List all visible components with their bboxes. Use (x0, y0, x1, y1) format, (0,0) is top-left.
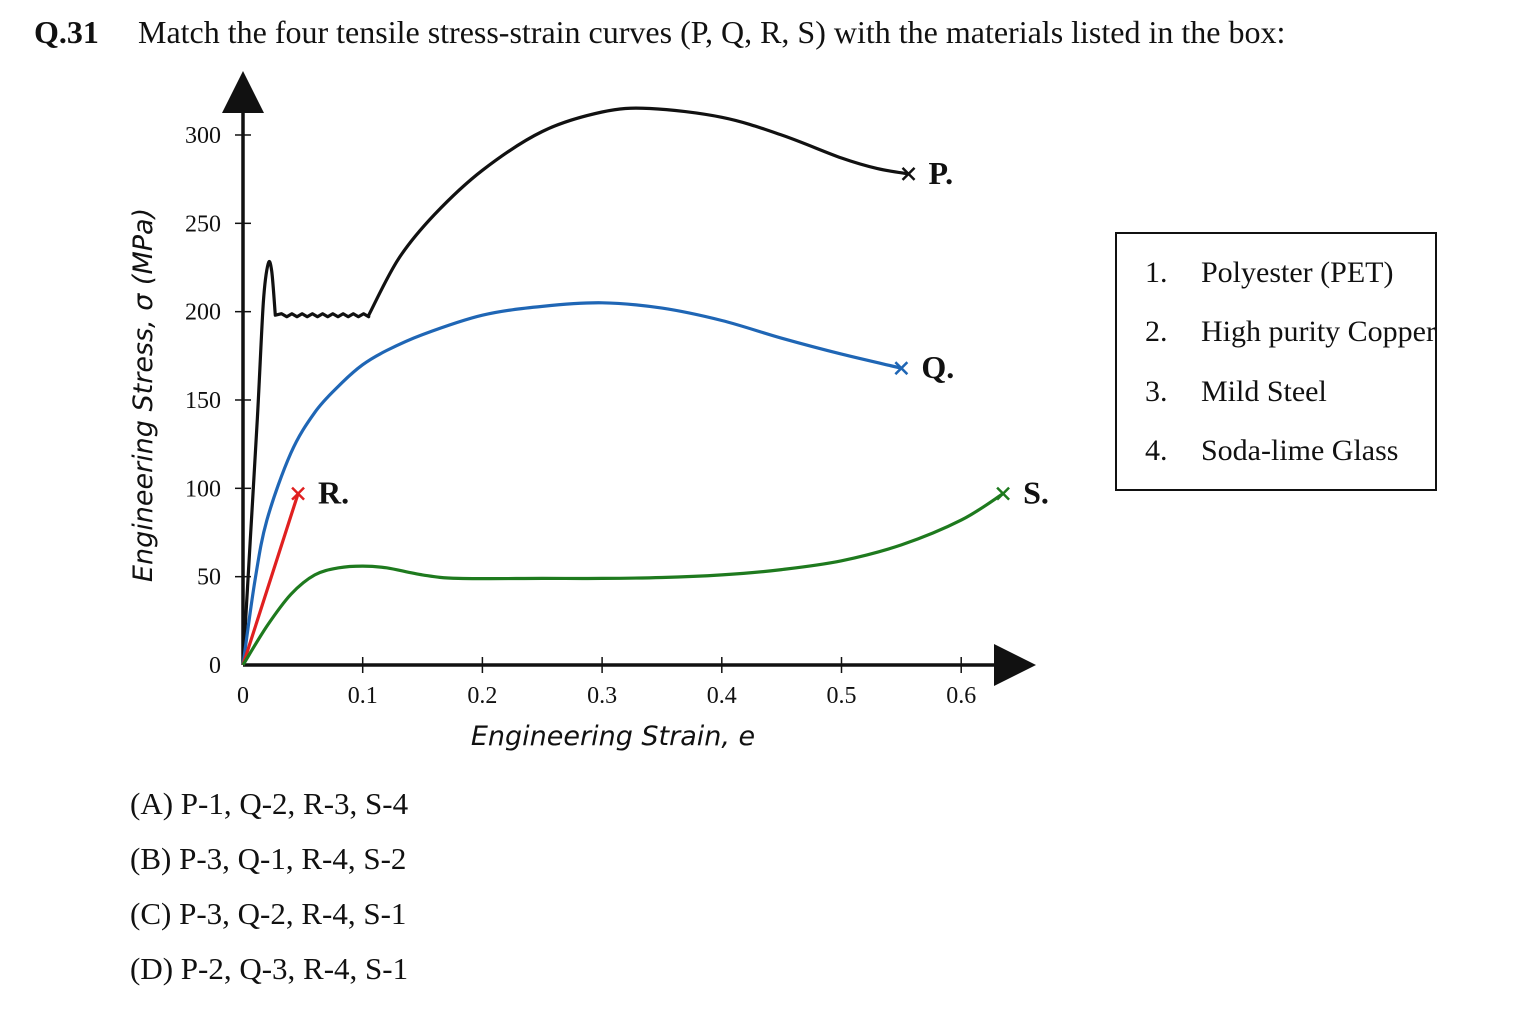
question-number: Q.31 (34, 14, 99, 50)
material-name: Soda-lime Glass (1201, 434, 1399, 467)
materials-box (1115, 232, 1437, 491)
curve-p (241, 106, 909, 666)
curve-s (241, 492, 1004, 666)
curve-r (241, 493, 300, 666)
curve-q (241, 301, 902, 666)
material-name: High purity Copper (1201, 315, 1436, 348)
chart-axes: 0 0.1 0.2 0.3 0.4 0.5 0.6 0 50 100 150 200 250 300 Eng… (128, 71, 1036, 752)
y-tick-label: 150 (185, 388, 221, 414)
material-number: 3. (1145, 375, 1168, 408)
curve-label-s: S. (1023, 475, 1049, 511)
curve-label-p: P. (929, 155, 954, 191)
x-tick-label: 0 (237, 683, 249, 709)
material-number: 2. (1145, 315, 1168, 348)
chart-labels: P. Q. R. S. (318, 155, 1049, 511)
material-item: 3. Mild Steel (1145, 375, 1327, 409)
x-tick-label: 0.6 (946, 683, 976, 709)
x-tick-label: 0.5 (827, 683, 857, 709)
y-tick-label: 0 (209, 653, 221, 679)
answer-option-c[interactable]: (C) P-3, Q-2, R-4, S-1 (130, 896, 407, 931)
material-number: 1. (1145, 256, 1168, 289)
material-number: 4. (1145, 434, 1168, 467)
question-text: Match the four tensile stress-strain cur… (138, 14, 1286, 50)
y-axis-title: Engineering Stress, σ (MPa) (128, 208, 159, 582)
answer-option-b[interactable]: (B) P-3, Q-1, R-4, S-2 (130, 841, 407, 876)
curve-label-r: R. (318, 475, 349, 511)
marker-stroke (291, 486, 305, 501)
y-tick-label: 100 (185, 476, 221, 502)
y-tick-label: 250 (185, 211, 221, 237)
end-marker-r (291, 486, 305, 501)
material-item: 2. High purity Copper (1145, 315, 1436, 349)
y-tick-label: 200 (185, 300, 221, 326)
material-item: 1. Polyester (PET) (1145, 256, 1393, 290)
end-marker-p (901, 166, 916, 181)
x-tick-label: 0.2 (467, 683, 497, 709)
answer-option-d[interactable]: (D) P-2, Q-3, R-4, S-1 (130, 951, 409, 986)
chart-series (241, 106, 1010, 666)
x-tick-label: 0.3 (587, 683, 617, 709)
end-marker-s (996, 486, 1010, 501)
end-marker-q (894, 361, 909, 376)
marker-stroke (996, 486, 1010, 501)
material-name: Polyester (PET) (1201, 256, 1394, 289)
y-tick-label: 50 (197, 565, 221, 591)
answer-option-a[interactable]: (A) P-1, Q-2, R-3, S-4 (130, 786, 409, 821)
marker-stroke (901, 166, 916, 181)
y-tick-label: 300 (185, 123, 221, 149)
material-name: Mild Steel (1201, 375, 1327, 408)
curve-label-q: Q. (921, 349, 954, 385)
marker-stroke (894, 361, 909, 376)
material-item: 4. Soda-lime Glass (1145, 434, 1398, 468)
x-axis-title: Engineering Strain, e (471, 721, 755, 752)
x-tick-label: 0.1 (348, 683, 378, 709)
x-tick-label: 0.4 (707, 683, 737, 709)
